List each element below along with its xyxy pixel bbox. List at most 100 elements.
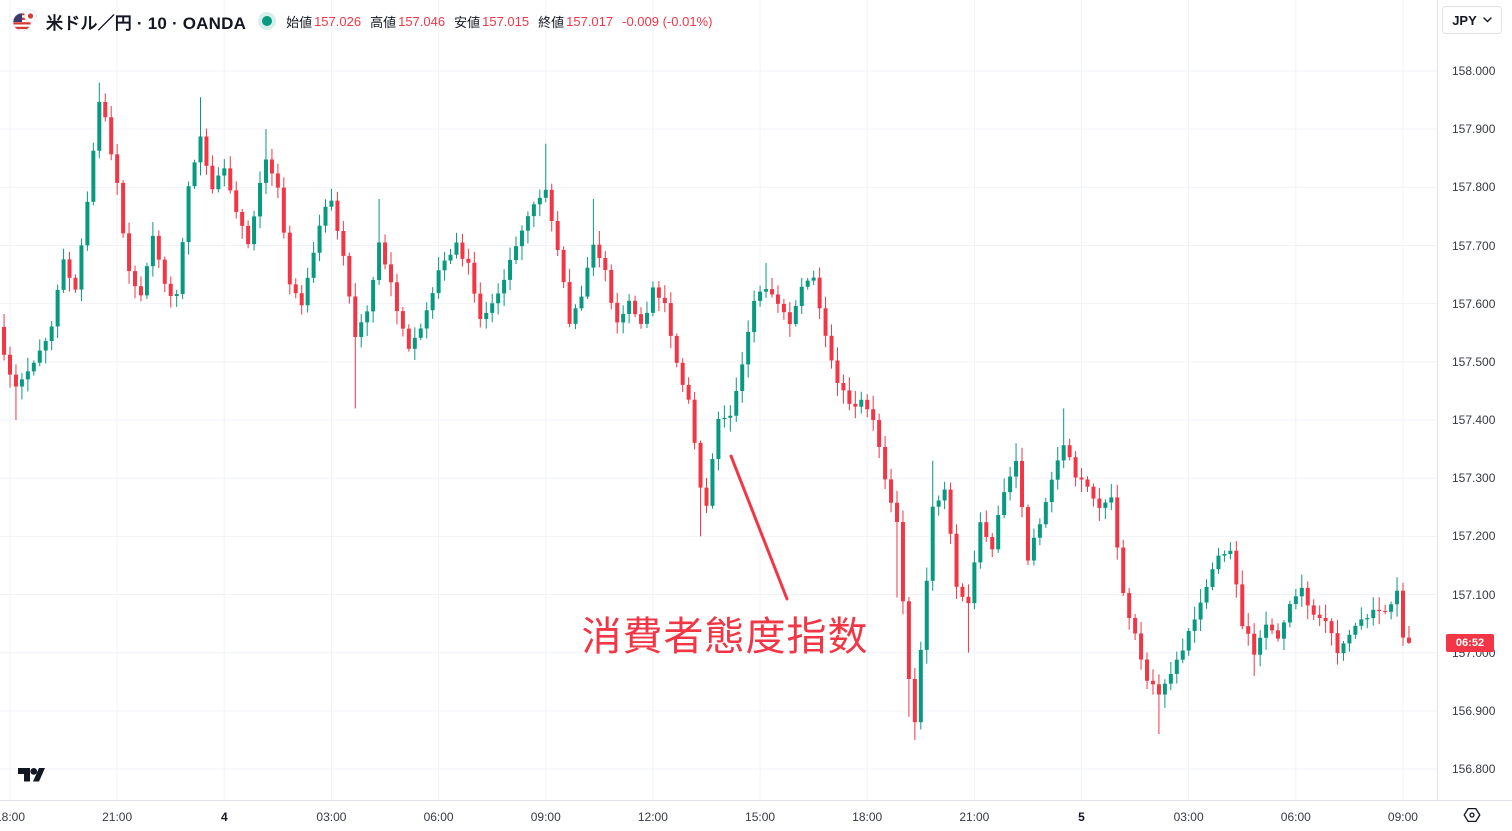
candle <box>19 373 24 400</box>
candle <box>996 505 1001 553</box>
price-axis-label: 157.400 <box>1452 413 1496 428</box>
candle <box>805 277 810 290</box>
candle <box>716 411 721 471</box>
candle <box>769 277 774 298</box>
chart-legend: 米ドル／円 · 10 · OANDA 始値 157.026 高値 157.046… <box>12 8 712 34</box>
candle <box>704 477 709 514</box>
tradingview-logo[interactable] <box>18 768 45 789</box>
candle <box>109 105 114 161</box>
candle <box>1020 447 1025 518</box>
candle <box>174 289 179 307</box>
candle <box>1222 550 1227 562</box>
symbol-title[interactable]: 米ドル／円 · 10 · OANDA <box>46 13 247 33</box>
candle <box>906 596 911 717</box>
time-axis-label: 4 <box>220 810 228 824</box>
candle <box>567 268 572 328</box>
candle <box>61 248 66 293</box>
candle <box>537 189 542 217</box>
gridlines <box>0 0 1437 800</box>
candle <box>752 290 757 343</box>
candle <box>746 320 751 378</box>
market-status-dot-icon[interactable] <box>262 16 273 26</box>
candle <box>650 281 655 317</box>
candle <box>275 163 280 199</box>
candle <box>811 270 816 286</box>
currency-selector-button[interactable]: JPY <box>1442 6 1502 34</box>
time-axis-label: 09:00 <box>1387 810 1418 824</box>
candle <box>1002 478 1007 519</box>
candle <box>1264 611 1269 650</box>
candle <box>311 242 316 284</box>
price-axis-label: 157.500 <box>1452 354 1496 369</box>
axis-settings-gear-icon[interactable] <box>1462 805 1482 825</box>
candle <box>1043 497 1048 528</box>
candle <box>639 307 644 329</box>
price-axis-label: 157.900 <box>1452 122 1496 137</box>
price-axis-label: 157.100 <box>1452 587 1496 602</box>
candle <box>150 221 155 277</box>
candle <box>633 295 638 318</box>
candle <box>609 264 614 310</box>
candle <box>1103 499 1108 520</box>
candle <box>1365 614 1370 629</box>
time-axis-label: 18:00 <box>852 810 883 824</box>
price-axis[interactable]: 158.000 157.900 157.800 157.700 157.600 157.5… <box>1437 0 1512 800</box>
candle <box>1115 484 1120 560</box>
candle <box>168 276 173 308</box>
candle <box>1049 471 1054 513</box>
candle <box>1335 619 1340 665</box>
candle <box>1281 619 1286 651</box>
candle <box>1347 629 1352 652</box>
candle <box>85 191 90 251</box>
candle <box>924 567 929 664</box>
candle <box>829 324 834 369</box>
time-axis-label: 21:00 <box>959 810 990 824</box>
candle <box>817 267 822 320</box>
candle <box>49 320 54 351</box>
candle <box>1145 652 1150 690</box>
price-axis-label: 157.200 <box>1452 529 1496 544</box>
candle <box>1275 623 1280 642</box>
candle <box>1216 547 1221 574</box>
price-axis-label: 158.000 <box>1452 64 1496 78</box>
candle <box>1204 579 1209 609</box>
candle <box>1389 601 1394 620</box>
candle <box>555 211 560 257</box>
candle <box>1323 604 1328 633</box>
candle <box>406 324 411 352</box>
candle <box>793 300 798 327</box>
candle <box>1341 640 1346 661</box>
price-axis-label: 157.300 <box>1452 471 1496 486</box>
time-axis-label: 18:00 <box>0 810 26 824</box>
candle <box>1395 577 1400 617</box>
candle <box>984 510 989 542</box>
candle <box>502 269 507 306</box>
candle <box>73 274 78 293</box>
candle <box>1401 582 1406 646</box>
candle <box>1252 623 1257 676</box>
high-label: 高値 <box>370 14 397 30</box>
candle <box>668 292 673 349</box>
candle <box>31 360 36 376</box>
candle <box>1299 574 1304 607</box>
time-axis[interactable]: 18:00 21:00 4 03:00 06:00 09:00 12:00 15:00 18:0… <box>0 800 1512 831</box>
close-label: 終値 <box>538 14 565 30</box>
annotation-text[interactable]: 消費者態度指数 <box>581 615 869 659</box>
candle <box>43 337 48 364</box>
candle <box>240 208 245 239</box>
candle <box>335 191 340 240</box>
candle <box>1174 651 1179 684</box>
ohlc-values: 始値 157.026 高値 157.046 安値 157.015 終値 157.… <box>286 12 712 31</box>
candle <box>549 183 554 232</box>
candle <box>686 377 691 404</box>
candle <box>656 281 661 311</box>
time-axis-label: 06:00 <box>1280 810 1311 824</box>
price-axis-label: 156.900 <box>1452 703 1496 718</box>
candle <box>127 222 132 284</box>
candle <box>918 641 923 730</box>
candle <box>394 273 399 325</box>
high-value: 157.046 <box>398 13 446 29</box>
candle <box>121 180 126 238</box>
candle <box>1258 630 1263 667</box>
